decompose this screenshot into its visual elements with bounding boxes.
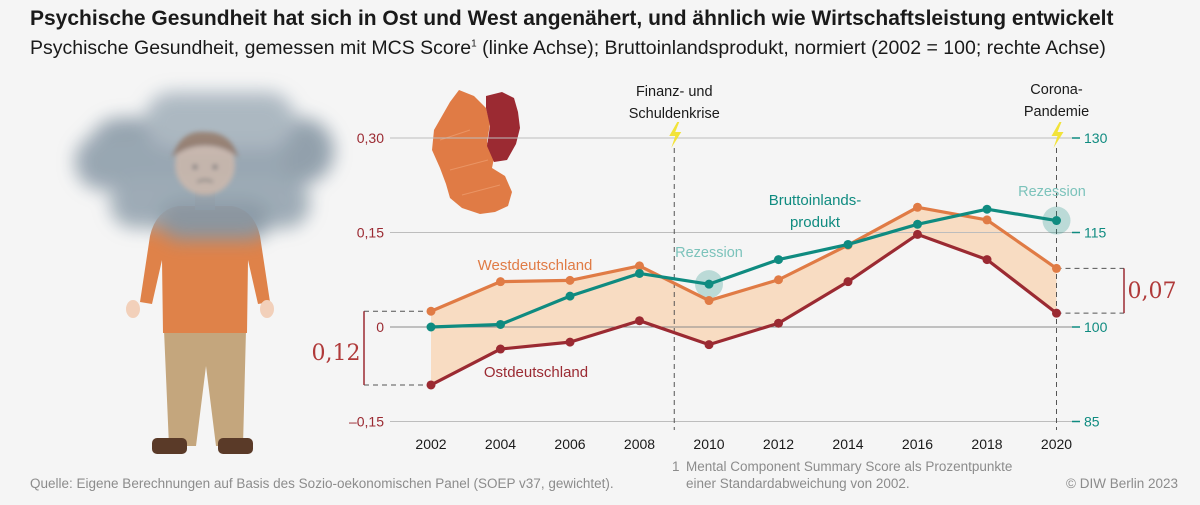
gdp-series-label: Bruttoinlands- (769, 192, 862, 209)
crisis-label: Finanz- und (636, 84, 713, 100)
gap-2002-label: 0,12 (312, 341, 361, 366)
west-point (913, 202, 922, 212)
person-illustration (75, 92, 334, 454)
crisis-label: Pandemie (1024, 104, 1089, 120)
subtitle-footnote-marker: 1 (471, 38, 477, 50)
footnote-line-1: Mental Component Summary Score als Proze… (686, 459, 1013, 474)
west-point (982, 215, 992, 225)
gdp-series-label: produkt (790, 214, 841, 231)
gdp-point (982, 204, 992, 214)
y-left-tick-label: 0,15 (357, 225, 384, 241)
ost-point (913, 229, 922, 239)
ost-point (1052, 308, 1061, 318)
y-right-tick-label: 85 (1084, 414, 1100, 430)
lightning-icon (669, 122, 682, 148)
west-point (774, 275, 783, 285)
plot-area: –0,15 0 0,15 0,30 85 100 115 130 2002 2004 2006 200… (312, 82, 1177, 452)
lightning-icon (1051, 122, 1064, 148)
gdp-point (913, 219, 922, 229)
ost-point (982, 255, 992, 265)
west-line (430, 205, 1058, 313)
y-left-tick-label: 0 (376, 319, 384, 335)
y-left-tick-label: –0,15 (349, 414, 384, 430)
y-left-tick-label: 0,30 (357, 130, 384, 146)
x-tick-label: 2014 (832, 436, 863, 452)
page-subtitle: Psychische Gesundheit, gemessen mit MCS … (30, 37, 1106, 60)
x-tick-label: 2016 (902, 436, 933, 452)
gap-band (431, 207, 1057, 385)
page-title: Psychische Gesundheit hat sich in Ost un… (30, 7, 1114, 30)
ost-line (430, 232, 1058, 387)
person-shoe-left (152, 438, 187, 454)
person-legs (164, 330, 246, 446)
source-note: Quelle: Eigene Berechnungen auf Basis de… (30, 476, 614, 491)
person-hand-left (126, 300, 140, 318)
x-tick-label: 2006 (554, 436, 585, 452)
gdp-point (774, 255, 783, 265)
person-shoe-right (218, 438, 253, 454)
subtitle-main: Psychische Gesundheit, gemessen mit MCS … (30, 37, 472, 59)
rezession-label: Rezession (1018, 184, 1086, 200)
ost-series-label: Ostdeutschland (484, 364, 588, 381)
y-right-tick-label: 115 (1084, 225, 1107, 241)
footnote: 1 Mental Component Summary Score als Proz… (672, 458, 1012, 492)
ost-point (565, 337, 575, 347)
person-hand-right (260, 300, 274, 318)
subtitle-rest: (linke Achse); Bruttoinlandsprodukt, nor… (476, 37, 1106, 59)
ost-point (496, 344, 505, 354)
germany-map-icon (432, 90, 520, 214)
west-point (1052, 263, 1061, 273)
crisis-label: Corona- (1030, 82, 1083, 98)
y-right-tick-label: 130 (1084, 130, 1108, 146)
x-tick-label: 2018 (971, 436, 1002, 452)
ost-point (426, 380, 436, 390)
crisis-label: Schuldenkrise (629, 106, 720, 122)
gdp-point (496, 319, 505, 329)
west-series-label: Westdeutschland (478, 257, 593, 274)
copyright: © DIW Berlin 2023 (1066, 476, 1178, 491)
west-point (635, 261, 644, 271)
gdp-point (565, 291, 575, 301)
rezession-label: Rezession (675, 245, 743, 261)
gdp-point (843, 239, 853, 249)
ost-point (843, 277, 853, 287)
gdp-line (430, 207, 1057, 329)
x-tick-label: 2002 (415, 436, 446, 452)
west-point (565, 275, 575, 285)
x-tick-label: 2020 (1041, 436, 1072, 452)
west-point (704, 296, 714, 306)
map-east-germany (486, 92, 520, 162)
gdp-point (704, 279, 714, 289)
gdp-point (1052, 216, 1061, 226)
west-point (426, 306, 436, 316)
person-face (172, 131, 238, 195)
x-tick-label: 2012 (763, 436, 794, 452)
y-right-tick-label: 100 (1084, 319, 1108, 335)
map-west-germany (432, 90, 512, 214)
footnote-number: 1 (672, 459, 680, 474)
footnote-line-2: einer Standardabweichung von 2002. (686, 476, 910, 491)
gdp-point (426, 322, 436, 332)
ost-point (704, 340, 714, 350)
west-point (496, 277, 505, 287)
x-tick-label: 2004 (485, 436, 516, 452)
gdp-point (635, 268, 644, 278)
gap-2020-label: 0,07 (1128, 279, 1177, 304)
ost-point (774, 318, 783, 328)
ost-point (635, 316, 644, 326)
x-tick-label: 2008 (624, 436, 655, 452)
x-tick-label: 2010 (693, 436, 724, 452)
